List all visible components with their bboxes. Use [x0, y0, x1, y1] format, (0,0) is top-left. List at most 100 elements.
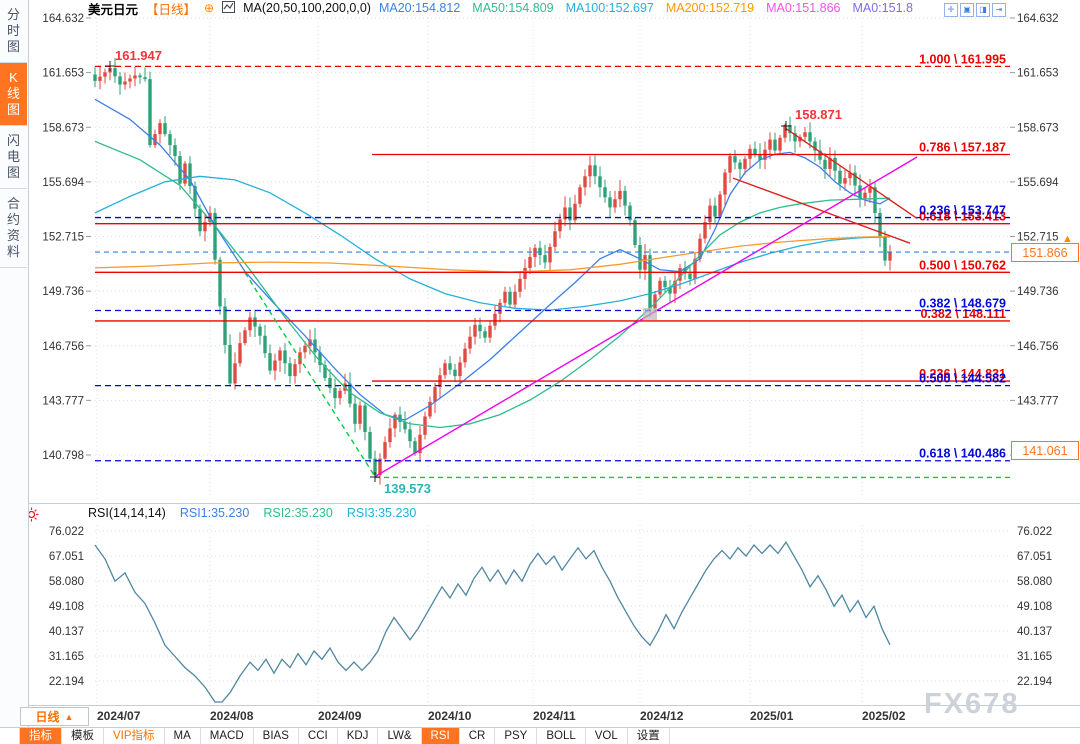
toolbar-spacer: [0, 728, 20, 744]
toolbar-item-VOL[interactable]: VOL: [586, 728, 628, 744]
header-icon-group: ✛ ▣ ◨ ⇥: [944, 3, 1006, 17]
ma-line-MA100: [94, 175, 891, 311]
x-axis-month-label: 2024/11: [533, 709, 576, 723]
rsi-params: RSI(14,14,14): [88, 506, 166, 520]
price-up-arrow-icon: ▲: [1062, 233, 1073, 245]
price-axis-label-right: 152.715: [1017, 231, 1059, 243]
price-axis-label-left: 143.777: [42, 395, 84, 407]
fib-label-red-0.236: 0.236 \ 144.831: [919, 367, 1006, 381]
ma-params: MA(20,50,100,200,0,0): [243, 1, 371, 15]
fib-label-red-0.382: 0.382 \ 148.111: [920, 307, 1006, 321]
fib-label-red-0.618: 0.618 \ 153.413: [919, 210, 1006, 224]
rsi-axis-label-right: 58.080: [1017, 576, 1052, 588]
sidebar-tab-2[interactable]: K线图: [0, 63, 27, 126]
toolbar-item-KDJ[interactable]: KDJ: [338, 728, 379, 744]
toolbar-item-VIP指标[interactable]: VIP指标: [104, 728, 165, 744]
sidebar-tab-1[interactable]: 分时图: [0, 0, 27, 63]
ma-value: MA50:154.809: [472, 1, 554, 15]
price-axis-label-right: 155.694: [1017, 177, 1059, 189]
add-indicator-icon[interactable]: ⊕: [204, 1, 215, 15]
price-axis-label-right: 158.673: [1017, 122, 1059, 134]
price-axis-label-left: 149.736: [42, 286, 84, 298]
toolbar-item-MA[interactable]: MA: [165, 728, 201, 744]
pan-icon[interactable]: ✛: [944, 3, 958, 17]
rsi-axis-label-left: 31.165: [49, 651, 84, 663]
symbol-name: 美元日元: [88, 2, 139, 17]
sidebar-tab-3[interactable]: 闪电图: [0, 126, 27, 189]
rsi-axis-label-left: 76.022: [49, 526, 84, 538]
sidebar-tab-4[interactable]: 合约资料: [0, 189, 27, 268]
green-dashed-diagonal: [244, 272, 376, 477]
fib-label-red-0.786: 0.786 \ 157.187: [919, 141, 1006, 155]
ma-line-MA200: [94, 235, 891, 273]
annotations-layer: 161.947 158.871 139.573: [105, 48, 842, 496]
alert-price-box: 141.061: [1011, 441, 1079, 460]
period-button-label: 日线: [35, 710, 60, 724]
toolbar-item-CCI[interactable]: CCI: [299, 728, 338, 744]
fib-label-blue-0.236: 0.236 \ 153.747: [919, 204, 1006, 218]
toolbar-item-PSY[interactable]: PSY: [495, 728, 538, 744]
rsi-axis-label-right: 22.194: [1017, 676, 1053, 688]
x-axis-month-label: 2024/08: [210, 709, 254, 723]
ma-value: MA20:154.812: [378, 1, 461, 15]
rsi-axis-label-right: 76.022: [1017, 526, 1052, 538]
ma-value: MA200:152.719: [665, 1, 755, 15]
toolbar-item-MACD[interactable]: MACD: [201, 728, 254, 744]
price-axis-label-left: 155.694: [42, 177, 84, 189]
price-axis-label-left: 152.715: [42, 231, 84, 243]
fibonacci-layer: 1.000 \ 161.995 0.786 \ 157.187 0.618 \ 15…: [95, 52, 1010, 462]
rsi-axis-label-left: 58.080: [49, 576, 84, 588]
panel-right-icon[interactable]: ◨: [976, 3, 990, 17]
toolbar-item-指标[interactable]: 指标: [20, 728, 62, 744]
x-axis-month-label: 2024/12: [640, 709, 684, 723]
x-axis-month-label: 2025/02: [862, 709, 906, 723]
candle-settings-icon[interactable]: [222, 0, 236, 16]
fib-label-blue-0.618: 0.618 \ 140.486: [919, 447, 1006, 461]
rsi-line: [94, 540, 891, 703]
rsi-axis-label-right: 31.165: [1017, 651, 1052, 663]
rsi-header: RSI(14,14,14) RSI1:35.230 RSI2:35.230 RSI3…: [88, 506, 416, 520]
toolbar-item-BOLL[interactable]: BOLL: [537, 728, 586, 744]
fib-drag-handle[interactable]: [643, 308, 657, 320]
price-axis-label-right: 164.632: [1017, 13, 1059, 25]
price-annotation: 161.947: [115, 48, 162, 63]
panel-bottom-icon[interactable]: ▣: [960, 3, 974, 17]
ma-value: MA0:151.866: [766, 1, 841, 15]
price-annotation: 158.871: [795, 107, 842, 122]
ma-value: MA0:151.8: [852, 1, 913, 15]
red-downtrend-2: [732, 177, 911, 244]
toolbar-item-LW&[interactable]: LW&: [378, 728, 422, 744]
period-selector-button[interactable]: 日线 ▲: [20, 707, 89, 726]
x-axis-month-label: 2024/09: [318, 709, 362, 723]
candles-layer: [93, 57, 892, 485]
price-axis-label-right: 146.756: [1017, 341, 1059, 353]
price-axis-label-left: 158.673: [42, 122, 84, 134]
rsi-axis-label-right: 49.108: [1017, 601, 1052, 613]
rsi-axis-label-right: 40.137: [1017, 626, 1052, 638]
indicator-toolbar: 指标 模板 VIP指标 MA MACD BIAS CCI KDJ LW& RSI CR PSY BOLL…: [0, 727, 1080, 744]
left-tab-strip: 分时图 K线图 闪电图 合约资料: [0, 0, 29, 744]
panel-collapse-icon[interactable]: ⇥: [992, 3, 1006, 17]
toolbar-item-设置[interactable]: 设置: [628, 728, 670, 744]
period-up-arrow-icon: ▲: [64, 711, 74, 722]
watermark: FX678: [924, 688, 1020, 720]
rsi-values: RSI1:35.230 RSI2:35.230 RSI3:35.230: [180, 506, 417, 520]
rsi-axis-label-left: 22.194: [49, 676, 85, 688]
x-axis-month-label: 2024/07: [97, 709, 141, 723]
fib-label-blue-0.382: 0.382 \ 148.679: [919, 296, 1006, 310]
ma-line-MA50: [94, 140, 891, 429]
rsi-axis-label-left: 67.051: [49, 551, 84, 563]
chart-header: 美元日元 【日线】 ⊕ MA(20,50,100,200,0,0) MA20:1…: [88, 0, 913, 17]
toolbar-item-模板[interactable]: 模板: [62, 728, 104, 744]
fib-label-red-1.000: 1.000 \ 161.995: [919, 52, 1006, 66]
toolbar-item-BIAS[interactable]: BIAS: [254, 728, 299, 744]
price-annotation: 139.573: [384, 481, 431, 496]
red-downtrend-1: [785, 128, 918, 220]
toolbar-item-RSI[interactable]: RSI: [421, 728, 460, 744]
trendlines-layer: [95, 128, 1012, 479]
toolbar-item-CR[interactable]: CR: [460, 728, 496, 744]
x-axis-month-label: 2024/10: [428, 709, 472, 723]
rsi-axis-label-right: 67.051: [1017, 551, 1052, 563]
